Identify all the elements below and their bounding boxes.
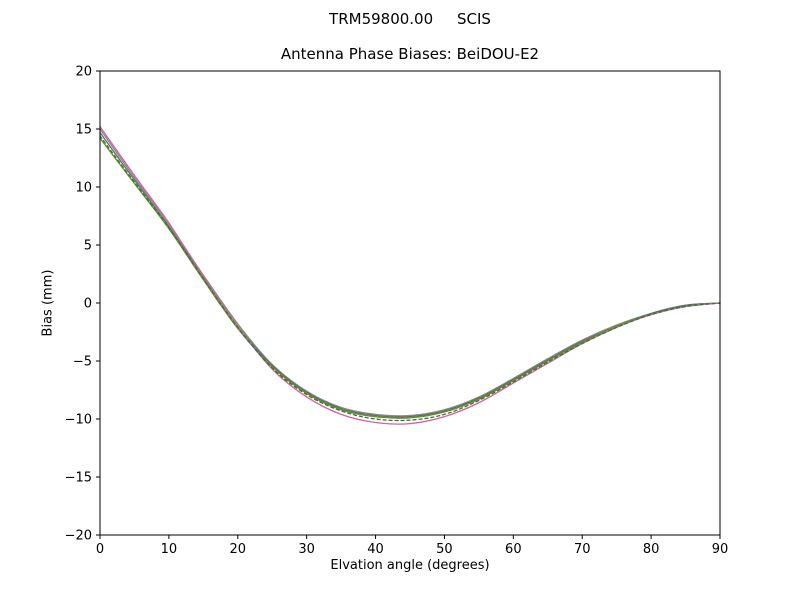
y-tick-label: 20 <box>75 65 92 80</box>
series-line-series-5 <box>99 135 721 422</box>
y-axis-label: Bias (mm) <box>40 269 56 337</box>
x-tick-label: 90 <box>712 542 729 557</box>
series-line-series-2 <box>99 131 721 418</box>
series-line-series-3 <box>99 137 721 419</box>
x-tick-label: 0 <box>96 542 104 557</box>
chart-title: Antenna Phase Biases: BeiDOU-E2 <box>280 45 540 63</box>
x-tick-label: 50 <box>436 542 453 557</box>
x-tick-label: 40 <box>367 542 384 557</box>
x-tick-label: 80 <box>643 542 660 557</box>
y-tick-label: 15 <box>75 123 92 138</box>
x-tick-label: 10 <box>161 542 178 557</box>
y-tick-label: −15 <box>65 471 92 486</box>
y-tick-label: 5 <box>84 239 92 254</box>
x-tick-label: 20 <box>230 542 247 557</box>
page-title: TRM59800.00 SCIS <box>329 10 491 28</box>
y-tick-label: 0 <box>84 297 92 312</box>
y-tick-label: −10 <box>65 413 92 428</box>
x-tick-label: 60 <box>505 542 522 557</box>
y-tick-label: −20 <box>65 529 92 544</box>
y-tick-label: −5 <box>73 355 92 370</box>
x-axis-label: Elvation angle (degrees) <box>330 558 490 573</box>
series-line-series-4 <box>99 126 721 425</box>
series-line-series-1 <box>99 128 721 417</box>
x-tick-label: 70 <box>574 542 591 557</box>
axes-frame <box>99 70 721 536</box>
x-tick-label: 30 <box>298 542 315 557</box>
y-tick-label: 10 <box>75 181 92 196</box>
